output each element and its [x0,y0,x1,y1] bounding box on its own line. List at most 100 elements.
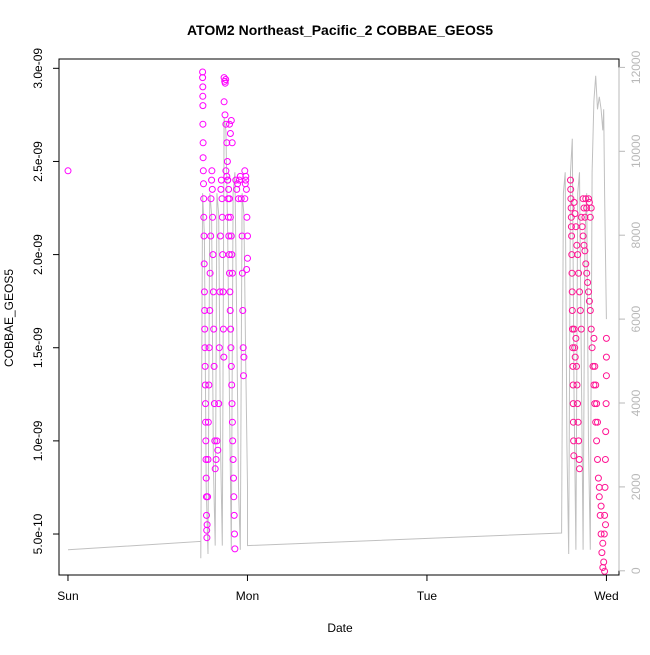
data-point [596,511,604,519]
data-point [595,493,603,501]
data-point [571,353,579,361]
data-point [239,307,247,314]
x-tick-label: Wed [594,589,618,603]
data-point [571,344,579,352]
data-point [222,120,230,128]
x-tick-label: Sun [57,589,78,603]
data-point [568,288,576,296]
data-point [201,325,209,333]
data-point [600,530,608,538]
data-point [573,241,581,249]
data-point [217,185,225,193]
data-point [584,279,592,286]
data-point [204,456,212,463]
data-point [240,353,248,361]
x-tick-label: Tue [417,589,438,603]
data-point [220,98,228,106]
data-point [578,223,586,231]
data-point [568,307,576,314]
y2-tick-label: 8000 [629,222,643,249]
data-point [242,185,250,193]
data-point [577,213,585,221]
data-point [207,232,215,240]
altitude-line [67,75,607,559]
data-point [593,437,601,445]
data-point [583,204,591,212]
data-point [209,213,217,221]
data-point [574,251,582,259]
data-point [229,456,237,463]
data-point [240,372,247,380]
data-point [238,232,246,240]
data-point [228,418,236,426]
data-point [200,195,208,203]
data-point [219,288,227,296]
data-point [206,269,214,277]
data-point [602,353,610,361]
data-point [570,325,578,333]
data-point [594,456,601,463]
data-point [199,120,207,128]
data-point [224,176,232,184]
data-point [225,232,233,240]
data-point [232,176,240,184]
data-point [580,241,588,249]
data-point [587,325,595,333]
data-point [594,418,601,426]
data-point [590,334,598,342]
y-tick-label: 2.5e-09 [31,141,45,182]
data-point [583,269,591,277]
data-point [572,334,580,342]
data-point [227,325,235,333]
data-point [200,213,208,221]
data-point [568,232,576,240]
data-point [203,534,211,542]
plot-area [64,68,610,575]
data-point [567,185,575,193]
data-point [576,288,583,296]
data-point [601,567,609,575]
data-point [64,167,72,175]
data-point [243,266,251,273]
y-tick-label: 1.0e-09 [31,420,45,461]
data-point [231,530,238,538]
data-point [202,474,210,482]
data-point [223,139,231,147]
data-point [571,210,579,218]
data-point [579,195,587,203]
data-point [203,511,210,519]
data-point [204,493,212,501]
y-tick-label: 5.0e-10 [31,513,45,554]
data-point [216,288,224,296]
data-point [203,526,211,534]
data-point [201,381,209,389]
data-point [243,213,251,221]
data-point [592,381,600,389]
y2-tick-label: 12000 [629,50,643,84]
data-point [214,446,222,454]
data-point [227,344,235,352]
data-point [568,269,576,277]
data-point [567,213,575,221]
data-point [581,247,589,255]
data-point [199,154,207,162]
axes: Sun Mon Tue Wed 5.0e-10 1.0e-09 1.5e-09 2.0e-09… [31,48,643,603]
data-point [597,530,605,538]
data-point [211,465,219,473]
data-point [223,158,231,165]
data-point [601,456,609,463]
data-point [599,564,607,571]
data-point [576,307,584,314]
data-point [201,307,209,314]
y2-tick-label: 10000 [629,134,643,168]
data-point [602,372,610,380]
data-point [569,344,577,352]
data-point [587,204,595,212]
data-point [200,180,207,188]
data-point [569,418,577,426]
x-axis-label: Date [327,621,353,635]
data-point [202,456,210,463]
data-point [241,195,249,203]
